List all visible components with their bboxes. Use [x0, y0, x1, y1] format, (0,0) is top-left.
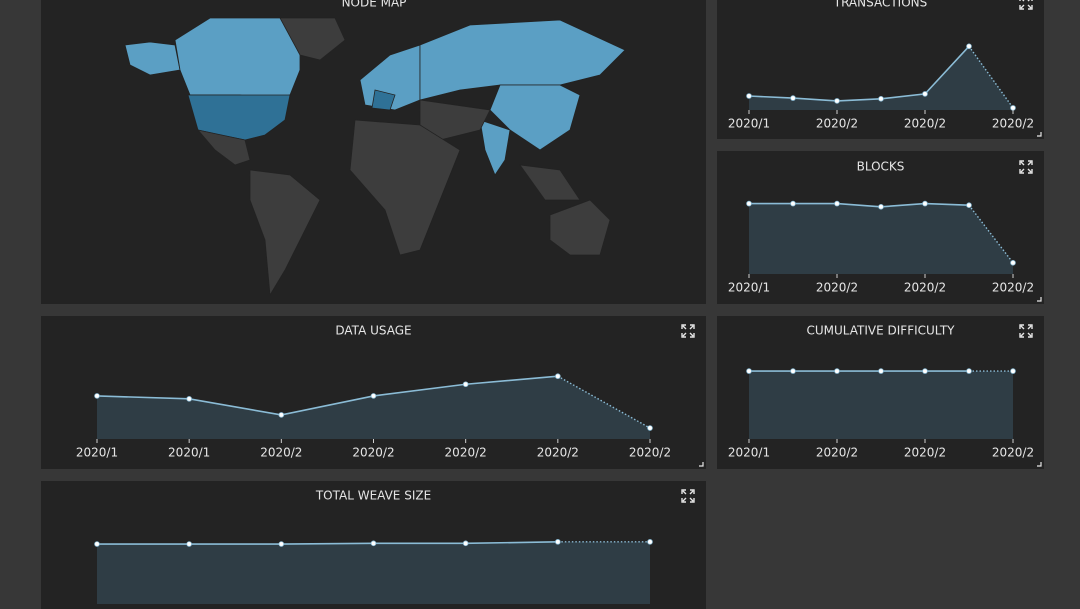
point: [746, 93, 752, 99]
chart-title: TOTAL WEAVE SIZE: [315, 489, 431, 503]
x-tick-label: 2020/2: [992, 117, 1034, 131]
russia: [419, 19, 626, 101]
point: [94, 393, 100, 399]
projected-line: [557, 375, 651, 429]
point: [834, 98, 840, 104]
point: [746, 368, 752, 374]
point: [278, 541, 285, 547]
x-tick-label: 2020/2: [629, 446, 671, 460]
x-tick-label: 2020/2: [992, 446, 1034, 460]
x-tick-label: 2020/2: [904, 117, 946, 131]
x-tick-label: 2020/2: [260, 446, 302, 460]
point: [370, 540, 377, 547]
point: [790, 368, 796, 374]
line: [96, 375, 558, 416]
line: [749, 202, 970, 208]
x-tick-label: 2020/1: [728, 117, 770, 131]
area: [97, 376, 650, 439]
x-tick-label: 2020/2: [816, 117, 858, 131]
resize-handle: [699, 462, 704, 467]
x-tick-label: 2020/2: [352, 446, 394, 460]
expand-icon: [681, 324, 695, 338]
projected-line: [968, 45, 1014, 109]
x-tick-label: 2020/2: [816, 446, 858, 460]
germany: [371, 89, 396, 111]
x-tick-label: 2020/2: [904, 446, 946, 460]
point: [966, 368, 972, 374]
area: [97, 541, 650, 604]
x-tick-label: 2020/2: [992, 281, 1034, 295]
chart-title: CUMULATIVE DIFFICULTY: [807, 324, 956, 338]
point: [790, 95, 796, 101]
resize-handle: [1037, 297, 1042, 302]
x-tick-label: 2020/1: [728, 446, 770, 460]
point: [555, 373, 561, 380]
point: [790, 200, 796, 207]
point: [462, 540, 469, 547]
point: [922, 368, 928, 374]
chart-panel: [41, 316, 706, 469]
point: [647, 539, 653, 545]
point: [834, 368, 840, 374]
greenland: [279, 17, 346, 61]
point: [462, 381, 469, 388]
point: [834, 200, 840, 207]
x-tick-label: 2020/1: [76, 446, 118, 460]
china: [489, 84, 581, 151]
chart-title: TRANSACTIONS: [833, 0, 928, 10]
point: [278, 412, 285, 418]
expand-icon: [1019, 324, 1033, 338]
point: [1010, 368, 1016, 374]
point: [966, 43, 972, 50]
chart-title: BLOCKS: [857, 160, 905, 174]
x-tick-label: 2020/2: [816, 281, 858, 295]
area: [749, 371, 1013, 439]
x-tick-label: 2020/2: [445, 446, 487, 460]
point: [878, 368, 884, 374]
point: [186, 541, 192, 547]
line: [97, 541, 558, 545]
resize-handle: [1037, 132, 1042, 137]
africa: [349, 119, 461, 256]
point: [878, 96, 884, 102]
point: [555, 539, 561, 545]
point: [647, 425, 653, 431]
map-title: NODE MAP: [342, 0, 407, 10]
expand-icon: [1019, 160, 1033, 174]
chart-title: DATA USAGE: [335, 324, 411, 338]
point: [746, 200, 752, 207]
india: [479, 119, 511, 176]
point: [878, 204, 884, 210]
point: [922, 200, 928, 207]
line: [748, 45, 970, 102]
australia: [549, 199, 611, 256]
south-america: [249, 169, 321, 297]
x-tick-label: 2020/1: [168, 446, 210, 460]
point: [94, 541, 100, 547]
se-asia: [519, 164, 581, 201]
x-tick-label: 2020/2: [537, 446, 579, 460]
expand-icon: [1019, 0, 1033, 10]
middle-east: [419, 99, 491, 141]
point: [966, 202, 972, 209]
x-tick-label: 2020/2: [904, 281, 946, 295]
area: [749, 203, 1013, 274]
point: [922, 91, 928, 97]
projected-line: [968, 204, 1014, 264]
canada: [174, 17, 301, 101]
central-america: [196, 129, 251, 166]
resize-handle: [1037, 462, 1042, 467]
x-tick-label: 2020/1: [728, 281, 770, 295]
point: [1010, 259, 1016, 266]
area: [749, 46, 1013, 110]
chart-panel: [717, 0, 1044, 139]
point: [186, 396, 192, 402]
point: [1010, 105, 1016, 111]
expand-icon: [681, 489, 695, 503]
point: [370, 393, 377, 399]
world-map: [124, 17, 626, 297]
